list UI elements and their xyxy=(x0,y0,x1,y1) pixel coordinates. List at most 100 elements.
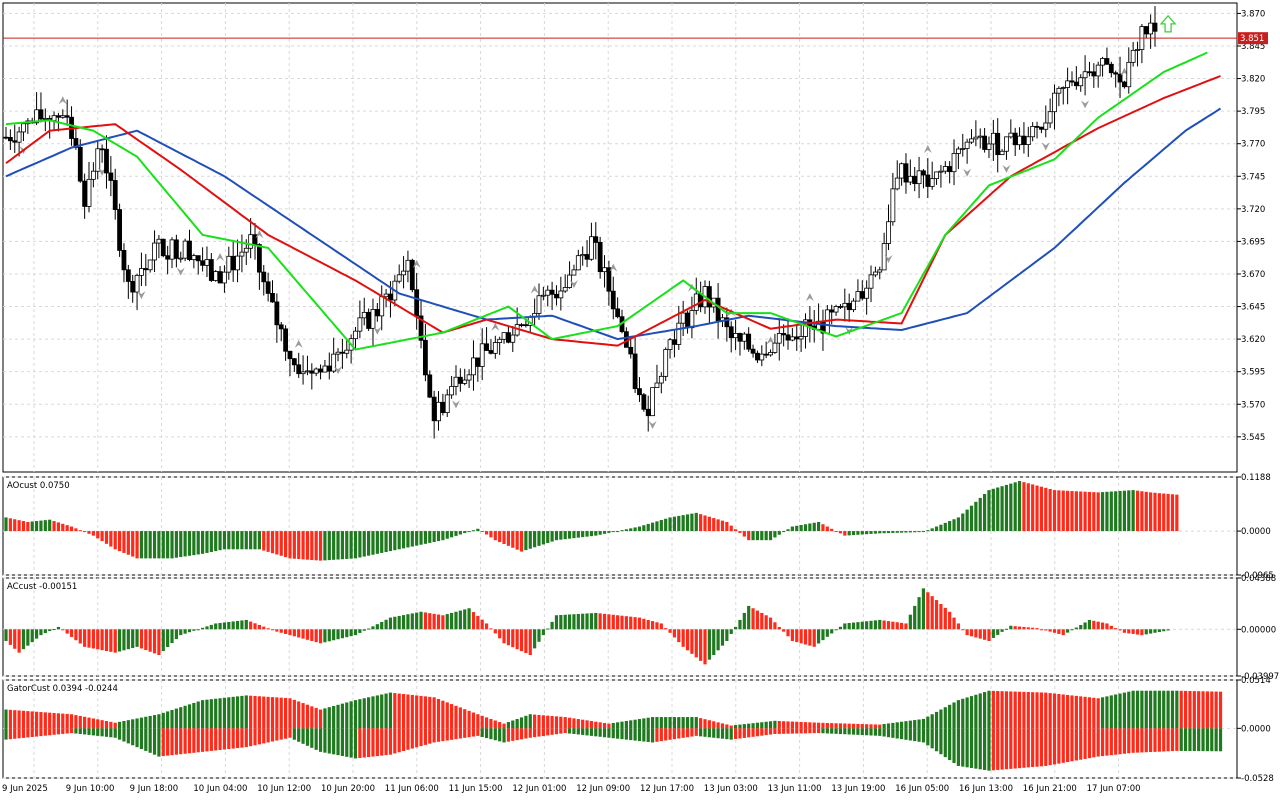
histogram-bar xyxy=(270,531,275,554)
histogram-bar xyxy=(996,487,1000,532)
candle xyxy=(265,281,271,294)
histogram-bar xyxy=(476,528,480,532)
y-tick-label: 3.820 xyxy=(1241,75,1265,85)
gator-lower-bar xyxy=(117,728,122,740)
gator-upper-bar xyxy=(716,722,720,729)
gator-upper-bar xyxy=(1035,692,1039,729)
histogram-bar xyxy=(991,488,995,532)
candle xyxy=(143,268,149,271)
histogram-bar xyxy=(384,531,388,553)
histogram-bar xyxy=(292,531,296,559)
gator-lower-bar xyxy=(1218,728,1223,752)
gator-upper-bar xyxy=(458,707,462,729)
gator-upper-bar xyxy=(1157,690,1161,729)
gator-lower-bar xyxy=(812,728,816,734)
gator-upper-bar xyxy=(126,720,130,729)
histogram-bar xyxy=(428,613,432,630)
gator-upper-bar xyxy=(1127,691,1131,729)
candle xyxy=(645,408,651,417)
histogram-bar xyxy=(428,531,432,543)
histogram-bar xyxy=(821,524,825,532)
gator-upper-bar xyxy=(808,722,812,729)
histogram-bar xyxy=(214,531,218,552)
candle xyxy=(217,271,223,284)
candle xyxy=(60,115,66,118)
x-tick-label: 13 Jun 11:00 xyxy=(768,784,822,794)
gator-lower-bar xyxy=(340,728,344,756)
histogram-bar xyxy=(26,629,30,646)
histogram-bar xyxy=(952,617,956,630)
histogram-bar xyxy=(292,629,296,637)
histogram-bar xyxy=(1017,481,1022,532)
histogram-bar xyxy=(956,623,960,630)
gator-upper-bar xyxy=(567,717,572,729)
histogram-bar xyxy=(192,531,196,556)
gator-upper-bar xyxy=(249,695,253,729)
gator-upper-bar xyxy=(1057,694,1061,729)
gator-upper-bar xyxy=(699,718,703,729)
candle xyxy=(108,172,114,181)
candle xyxy=(256,244,262,273)
histogram-bar xyxy=(983,494,987,532)
histogram-bar xyxy=(353,629,358,636)
histogram-bar xyxy=(1066,490,1070,532)
gator-upper-bar xyxy=(773,720,777,729)
gator-lower-bar xyxy=(1188,728,1192,752)
gator-lower-bar xyxy=(1044,728,1048,766)
candle xyxy=(423,339,428,376)
histogram-bar xyxy=(340,629,344,639)
candle xyxy=(606,267,612,292)
histogram-bar xyxy=(87,531,91,534)
candle xyxy=(152,242,157,261)
gator-upper-bar xyxy=(642,718,646,729)
gator-upper-bar xyxy=(109,721,113,729)
gator-lower-bar xyxy=(747,728,751,738)
current-price-badge xyxy=(1238,32,1268,45)
histogram-bar xyxy=(934,526,939,532)
candle xyxy=(396,274,402,282)
gator-lower-bar xyxy=(91,728,95,736)
gator-upper-bar xyxy=(1096,698,1100,729)
histogram-bar xyxy=(1074,627,1078,630)
candle xyxy=(1104,58,1110,65)
histogram-bar xyxy=(1162,629,1166,632)
gator-upper-bar xyxy=(423,696,428,729)
histogram-bar xyxy=(423,531,428,544)
gator-upper-bar xyxy=(760,722,764,729)
gator-upper-bar xyxy=(471,712,476,729)
gator-upper-bar xyxy=(484,717,489,729)
histogram-bar xyxy=(895,622,899,630)
candle xyxy=(431,396,437,422)
gator-upper-bar xyxy=(292,699,296,729)
gator-lower-bar xyxy=(310,728,314,748)
y-tick-label: 3.870 xyxy=(1241,9,1265,19)
candle xyxy=(1113,72,1119,75)
gator-upper-bar xyxy=(764,721,768,729)
candle xyxy=(361,311,367,319)
gator-upper-bar xyxy=(1149,690,1153,729)
y-tick-label: 3.745 xyxy=(1241,172,1265,182)
candle xyxy=(969,138,974,143)
gator-lower-bar xyxy=(183,728,187,754)
histogram-bar xyxy=(738,531,742,533)
gator-lower-bar xyxy=(109,728,113,738)
histogram-bar xyxy=(406,614,410,630)
candle xyxy=(667,339,673,350)
gator-lower-bar xyxy=(541,728,545,736)
panel-frame xyxy=(2,2,1238,473)
histogram-bar xyxy=(664,518,668,532)
histogram-bar xyxy=(240,531,244,550)
candle xyxy=(593,236,599,243)
histogram-bar xyxy=(502,629,506,644)
candle xyxy=(1025,136,1031,145)
gator-upper-bar xyxy=(1061,694,1065,729)
histogram-bar xyxy=(838,531,843,534)
candle xyxy=(12,140,18,143)
gator-lower-bar xyxy=(401,728,406,752)
gator-upper-bar xyxy=(117,721,122,729)
gator-upper-bar xyxy=(441,700,445,729)
gator-lower-bar xyxy=(179,728,183,755)
gator-lower-bar xyxy=(773,728,777,734)
